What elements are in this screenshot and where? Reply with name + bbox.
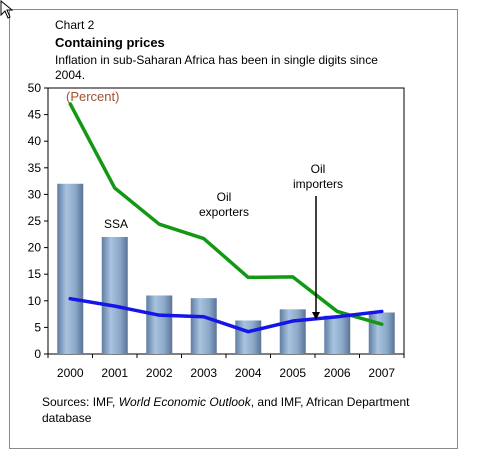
series-line-oil-importers [68, 296, 384, 334]
mouse-cursor-icon [0, 0, 14, 19]
annotation-oil-exporters-line2: exporters [199, 205, 249, 219]
bar-ssa [368, 312, 395, 354]
y-tick-label: 35 [28, 161, 42, 175]
unit-note: (Percent) [66, 89, 119, 104]
y-tick-label: 45 [28, 108, 42, 122]
annotation-oil-importers-line2: importers [293, 177, 343, 191]
y-tick-label: 30 [28, 187, 42, 201]
x-tick-label: 2000 [57, 366, 84, 380]
y-tick-label: 0 [34, 347, 41, 361]
chart-title: Containing prices [55, 35, 165, 50]
y-tick-label: 40 [28, 134, 42, 148]
bar-ssa [101, 236, 128, 354]
y-tick-label: 15 [28, 267, 42, 281]
source-suffix: , and IMF, African Department database [42, 395, 410, 425]
annotation-ssa: SSA [104, 217, 128, 231]
y-tick-label: 25 [28, 214, 42, 228]
x-tick-label: 2003 [190, 366, 217, 380]
y-tick-label: 10 [28, 294, 42, 308]
bar-ssa [146, 295, 173, 354]
annotation-oil-importers-line1: Oil [311, 162, 326, 176]
chart-subtitle: Inflation in sub-Saharan Africa has been… [55, 53, 378, 82]
annotation-arrow-head [312, 312, 320, 320]
x-tick-label: 2007 [368, 366, 395, 380]
bar-ssa [279, 309, 306, 354]
series-line-oil-exporters [68, 102, 384, 326]
y-tick-label: 20 [28, 241, 42, 255]
source-prefix: Sources: IMF, [42, 395, 119, 409]
y-tick-label: 5 [34, 320, 41, 334]
bar-ssa [190, 298, 217, 354]
y-tick-label: 50 [28, 81, 42, 95]
x-tick-label: 2001 [101, 366, 128, 380]
x-tick-label: 2006 [324, 366, 351, 380]
bar-ssa [235, 320, 262, 354]
x-tick-label: 2005 [279, 366, 306, 380]
source-note: Sources: IMF, World Economic Outlook, an… [42, 394, 452, 426]
chart-label: Chart 2 [55, 18, 95, 32]
x-tick-label: 2002 [146, 366, 173, 380]
bar-ssa [57, 183, 84, 354]
x-tick-label: 2004 [235, 366, 262, 380]
source-italic: World Economic Outlook [118, 395, 251, 409]
annotation-oil-exporters-line1: Oil [217, 190, 232, 204]
bar-ssa [324, 315, 351, 354]
